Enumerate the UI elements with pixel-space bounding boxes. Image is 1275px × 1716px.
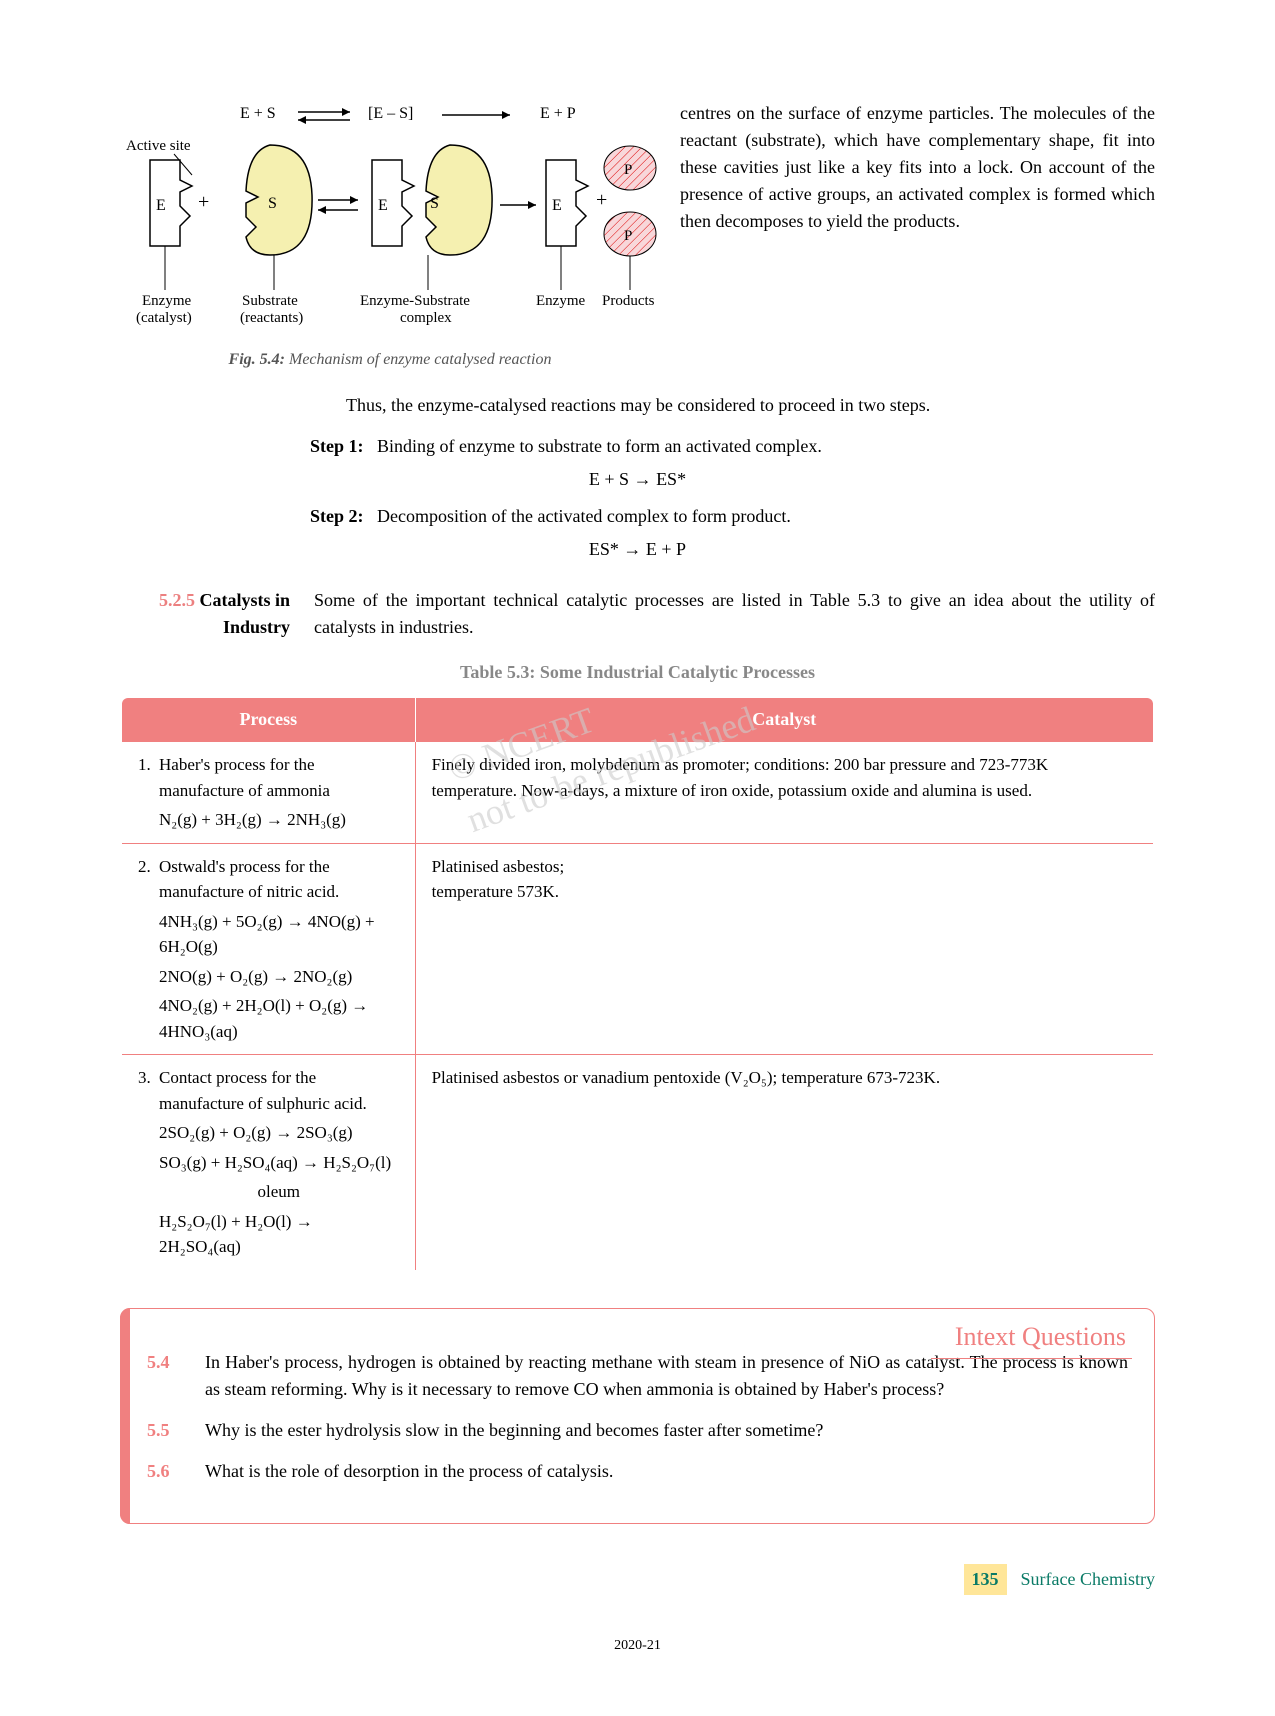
processes-table: Process Catalyst 1. Haber's process for … bbox=[120, 696, 1155, 1272]
figure-caption: Fig. 5.4: Mechanism of enzyme catalysed … bbox=[120, 348, 660, 372]
lbl-complex-2: complex bbox=[400, 310, 452, 326]
q-num: 5.6 bbox=[147, 1458, 191, 1485]
row-catalyst: Finely divided iron, molybdenum as promo… bbox=[415, 742, 1154, 844]
figure-area: E + S [E – S] E + P Active site E + bbox=[120, 100, 660, 372]
row-process: Contact process for the manufacture of s… bbox=[155, 1055, 415, 1271]
proc-eq: 2NO(g) + O₂(g) → 2NO₂(g) bbox=[159, 964, 399, 990]
q-num: 5.5 bbox=[147, 1417, 191, 1444]
row-num: 2. bbox=[121, 843, 155, 1055]
plus-2: + bbox=[596, 189, 607, 211]
plus-1: + bbox=[198, 191, 209, 213]
top-section: E + S [E – S] E + P Active site E + bbox=[120, 100, 1155, 372]
step2-text: Decomposition of the activated complex t… bbox=[377, 506, 791, 526]
section-body: Some of the important technical catalyti… bbox=[314, 587, 1155, 641]
lbl-enzyme-2: (catalyst) bbox=[136, 310, 192, 326]
lbl-complex-1: Enzyme-Substrate bbox=[360, 293, 470, 309]
lbl-substrate-1: Substrate bbox=[242, 293, 298, 309]
intext-title: Intext Questions bbox=[931, 1317, 1132, 1359]
E-label-3: E bbox=[552, 197, 562, 214]
page-number: 135 bbox=[964, 1564, 1007, 1595]
active-site-label: Active site bbox=[126, 138, 191, 154]
side-paragraph: centres on the surface of enzyme particl… bbox=[680, 100, 1155, 372]
E-label-1: E bbox=[156, 197, 166, 214]
question-row: 5.5 Why is the ester hydrolysis slow in … bbox=[147, 1417, 1128, 1444]
eq-right: E + P bbox=[540, 105, 576, 122]
enzyme-diagram: E + S [E – S] E + P Active site E + bbox=[120, 100, 660, 340]
question-row: 5.6 What is the role of desorption in th… bbox=[147, 1458, 1128, 1485]
fig-num: Fig. 5.4: bbox=[229, 351, 285, 368]
eq-mid: [E – S] bbox=[368, 105, 413, 122]
proc-eq: 4NO₂(g) + 2H₂O(l) + O₂(g) → 4HNO₃(aq) bbox=[159, 993, 399, 1044]
section-num: 5.2.5 bbox=[159, 590, 195, 610]
q-text: What is the role of desorption in the pr… bbox=[205, 1458, 1128, 1485]
intext-leftbar bbox=[120, 1308, 130, 1524]
chapter-name: Surface Chemistry bbox=[1021, 1566, 1155, 1593]
print-year: 2020-21 bbox=[120, 1635, 1155, 1656]
proc-eq: N₂(g) + 3H₂(g) → 2NH₃(g) bbox=[159, 807, 399, 833]
fig-text: Mechanism of enzyme catalysed reaction bbox=[285, 351, 551, 368]
table-title: Table 5.3: Some Industrial Catalytic Pro… bbox=[120, 659, 1155, 686]
P-label-2: P bbox=[624, 228, 632, 244]
table-row: 3. Contact process for the manufacture o… bbox=[121, 1055, 1154, 1271]
section-title-1: Catalysts in bbox=[199, 590, 290, 610]
q-text: Why is the ester hydrolysis slow in the … bbox=[205, 1417, 1128, 1444]
step1-eq: E + S → ES* bbox=[120, 466, 1155, 493]
step1: Step 1: Binding of enzyme to substrate t… bbox=[310, 433, 1155, 460]
proc-eq-note: oleum bbox=[159, 1179, 399, 1205]
section-label: 5.2.5 Catalysts in Industry bbox=[120, 587, 290, 641]
row-catalyst: Platinised asbestos; temperature 573K. bbox=[415, 843, 1154, 1055]
body-paragraph-1: Thus, the enzyme-catalysed reactions may… bbox=[310, 392, 1155, 419]
proc-title: Contact process for the manufacture of s… bbox=[159, 1065, 399, 1116]
P-label-1: P bbox=[624, 162, 632, 178]
proc-eq: 4NH₃(g) + 5O₂(g) → 4NO(g) + 6H₂O(g) bbox=[159, 909, 399, 960]
proc-eq: H₂S₂O₇(l) + H₂O(l) → 2H₂SO₄(aq) bbox=[159, 1209, 399, 1260]
row-num: 3. bbox=[121, 1055, 155, 1271]
S-label-2: S bbox=[430, 195, 439, 212]
proc-eq: 2SO₂(g) + O₂(g) → 2SO₃(g) bbox=[159, 1120, 399, 1146]
substrate-shape bbox=[246, 145, 312, 255]
step2-eq: ES* → E + P bbox=[120, 536, 1155, 563]
table-row: 2. Ostwald's process for the manufacture… bbox=[121, 843, 1154, 1055]
lbl-enzyme-1: Enzyme bbox=[142, 293, 191, 309]
th-process: Process bbox=[121, 697, 415, 742]
row-catalyst: Platinised asbestos or vanadium pentoxid… bbox=[415, 1055, 1154, 1271]
proc-eq: SO₃(g) + H₂SO₄(aq) → H₂S₂O₇(l) bbox=[159, 1150, 399, 1176]
step1-text: Binding of enzyme to substrate to form a… bbox=[377, 436, 822, 456]
lbl-substrate-2: (reactants) bbox=[240, 310, 303, 326]
proc-title: Ostwald's process for the manufacture of… bbox=[159, 854, 399, 905]
step2-label: Step 2: bbox=[310, 506, 364, 526]
eq-left: E + S bbox=[240, 105, 276, 122]
E-label-2: E bbox=[378, 197, 388, 214]
proc-title: Haber's process for the manufacture of a… bbox=[159, 752, 399, 803]
row-process: Haber's process for the manufacture of a… bbox=[155, 742, 415, 844]
row-process: Ostwald's process for the manufacture of… bbox=[155, 843, 415, 1055]
lbl-products: Products bbox=[602, 293, 655, 309]
q-num: 5.4 bbox=[147, 1349, 191, 1403]
S-label-1: S bbox=[268, 195, 277, 212]
table-row: 1. Haber's process for the manufacture o… bbox=[121, 742, 1154, 844]
page-footer: 135 Surface Chemistry bbox=[120, 1564, 1155, 1595]
lbl-enzyme-r: Enzyme bbox=[536, 293, 585, 309]
step1-label: Step 1: bbox=[310, 436, 364, 456]
page: E + S [E – S] E + P Active site E + bbox=[0, 0, 1275, 1716]
intext-questions-box: Intext Questions 5.4 In Haber's process,… bbox=[120, 1308, 1155, 1524]
table-header-row: Process Catalyst bbox=[121, 697, 1154, 742]
step2: Step 2: Decomposition of the activated c… bbox=[310, 503, 1155, 530]
th-catalyst: Catalyst bbox=[415, 697, 1154, 742]
row-num: 1. bbox=[121, 742, 155, 844]
section-5-2-5: 5.2.5 Catalysts in Industry Some of the … bbox=[120, 587, 1155, 641]
section-title-2: Industry bbox=[223, 617, 290, 637]
